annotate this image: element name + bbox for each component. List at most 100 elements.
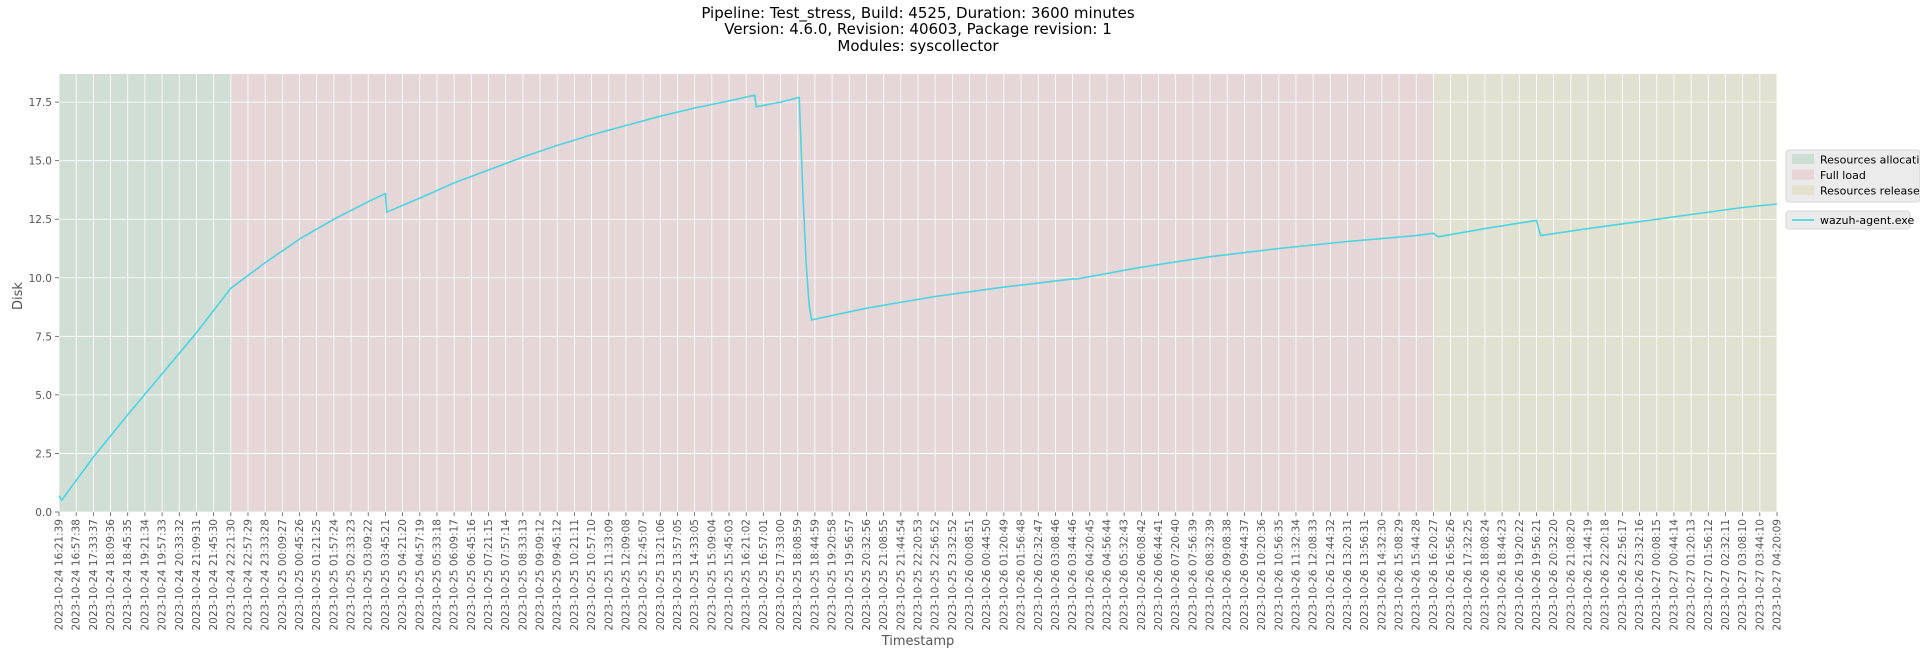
y-axis-label: Disk (11, 282, 26, 310)
x-tick-label: 2023-10-26 04:20:45 (1084, 519, 1096, 631)
x-tick-label: 2023-10-25 01:57:24 (328, 519, 340, 631)
x-tick-label: 2023-10-26 17:32:25 (1462, 519, 1474, 631)
x-tick-label: 2023-10-26 12:08:33 (1308, 519, 1320, 631)
x-axis-label: Timestamp (881, 634, 955, 649)
x-tick-label: 2023-10-26 07:20:40 (1170, 519, 1182, 631)
title-line: Pipeline: Test_stress, Build: 4525, Dura… (701, 4, 1134, 23)
series-line (58, 94, 1778, 502)
x-tick-label: 2023-10-25 22:56:52 (930, 519, 942, 631)
x-tick-label: 2023-10-25 09:45:12 (552, 519, 564, 631)
x-tick-label: 2023-10-26 22:56:17 (1617, 519, 1629, 631)
x-tick-label: 2023-10-24 22:21:30 (225, 519, 237, 631)
x-tick-label: 2023-10-25 18:44:59 (809, 519, 821, 631)
x-tick-label: 2023-10-25 07:21:15 (483, 519, 495, 631)
x-tick-label: 2023-10-25 20:32:56 (861, 519, 873, 631)
x-tick-label: 2023-10-24 22:57:29 (242, 519, 254, 631)
phase-legend-label: Resources allocation (1820, 154, 1920, 167)
x-tick-label: 2023-10-24 19:21:34 (139, 519, 151, 631)
x-tick-label: 2023-10-27 03:08:10 (1737, 519, 1749, 631)
y-tick-label: 5.0 (35, 390, 52, 402)
x-tick-label: 2023-10-26 03:44:46 (1067, 519, 1079, 631)
chart-title: Pipeline: Test_stress, Build: 4525, Dura… (701, 4, 1134, 55)
x-tick-label: 2023-10-26 03:08:46 (1050, 519, 1062, 631)
x-tick-label: 2023-10-25 21:44:54 (895, 519, 907, 631)
x-tick-label: 2023-10-26 01:20:49 (998, 519, 1010, 631)
x-tick-label: 2023-10-24 16:57:38 (71, 519, 83, 631)
x-tick-label: 2023-10-26 15:44:28 (1411, 519, 1423, 631)
x-tick-label: 2023-10-26 00:44:50 (981, 519, 993, 631)
x-tick-label: 2023-10-26 13:56:31 (1359, 519, 1371, 631)
phase-legend-swatch (1792, 169, 1814, 180)
x-tick-label: 2023-10-24 19:57:33 (157, 519, 169, 631)
x-tick-label: 2023-10-25 06:09:17 (449, 519, 461, 631)
x-tick-label: 2023-10-25 17:33:00 (775, 519, 787, 631)
x-tick-label: 2023-10-25 15:45:03 (724, 519, 736, 631)
x-tick-label: 2023-10-26 14:32:30 (1376, 519, 1388, 631)
x-tick-label: 2023-10-24 23:33:28 (260, 519, 272, 631)
x-tick-label: 2023-10-25 18:08:59 (792, 519, 804, 631)
x-tick-label: 2023-10-26 11:32:34 (1290, 519, 1302, 631)
x-tick-label: 2023-10-25 22:20:53 (912, 519, 924, 631)
x-tick-label: 2023-10-27 00:44:14 (1668, 519, 1680, 631)
title-line: Version: 4.6.0, Revision: 40603, Package… (724, 20, 1112, 38)
phase-legend-label: Resources release (1820, 185, 1920, 198)
x-tick-label: 2023-10-26 06:08:42 (1136, 519, 1148, 631)
phase-legend-label: Full load (1820, 169, 1866, 182)
x-tick-label: 2023-10-26 10:20:36 (1256, 519, 1268, 631)
x-tick-label: 2023-10-24 17:33:37 (88, 519, 100, 631)
x-tick-label: 2023-10-26 10:56:35 (1273, 519, 1285, 631)
y-tick-label: 0.0 (35, 507, 52, 519)
x-tick-label: 2023-10-26 21:08:20 (1565, 519, 1577, 631)
x-tick-label: 2023-10-25 21:08:55 (878, 519, 890, 631)
x-tick-label: 2023-10-25 06:45:16 (466, 519, 478, 631)
x-tick-label: 2023-10-25 04:57:19 (414, 519, 426, 631)
x-tick-label: 2023-10-25 19:56:57 (844, 519, 856, 631)
x-tick-label: 2023-10-25 16:21:02 (741, 519, 753, 631)
x-tick-label: 2023-10-25 13:21:06 (655, 519, 667, 631)
y-tick-label: 12.5 (29, 214, 52, 226)
x-tick-label: 2023-10-25 02:33:23 (346, 519, 358, 631)
x-tick-label: 2023-10-26 04:56:44 (1101, 519, 1113, 631)
x-tick-label: 2023-10-26 06:44:41 (1153, 519, 1165, 631)
phase-legend-swatch (1792, 185, 1814, 195)
x-tick-label: 2023-10-26 15:08:29 (1394, 519, 1406, 631)
x-tick-label: 2023-10-24 16:21:39 (54, 519, 66, 631)
x-tick-label: 2023-10-24 21:45:30 (208, 519, 220, 631)
y-tick-label: 7.5 (35, 331, 52, 343)
x-tick-label: 2023-10-26 18:44:23 (1497, 519, 1509, 631)
x-tick-label: 2023-10-26 12:44:32 (1325, 519, 1337, 631)
x-tick-label: 2023-10-25 03:09:22 (363, 519, 375, 631)
x-tick-label: 2023-10-25 23:32:52 (947, 519, 959, 631)
x-tick-label: 2023-10-26 22:20:18 (1600, 519, 1612, 631)
x-tick-label: 2023-10-26 09:08:38 (1222, 519, 1234, 631)
x-tick-label: 2023-10-24 18:45:35 (122, 519, 134, 631)
x-tick-label: 2023-10-26 07:56:39 (1187, 519, 1199, 631)
x-tick-label: 2023-10-26 18:08:24 (1479, 519, 1491, 631)
x-tick-label: 2023-10-25 10:21:11 (569, 519, 581, 631)
x-tick-label: 2023-10-25 13:57:05 (672, 519, 684, 631)
y-tick-label: 15.0 (29, 156, 52, 168)
x-tick-label: 2023-10-25 03:45:21 (380, 519, 392, 631)
plot-area: 2023-10-24 16:21:39 2023-10-24 16:57:38 20… (29, 74, 1784, 631)
x-tick-label: 2023-10-25 00:45:26 (294, 519, 306, 631)
title-line: Modules: syscollector (837, 37, 999, 55)
x-tick-label: 2023-10-26 09:44:37 (1239, 519, 1251, 631)
x-tick-label: 2023-10-25 05:33:18 (431, 519, 443, 631)
y-tick-label: 17.5 (29, 97, 52, 109)
x-tick-label: 2023-10-26 02:32:47 (1033, 519, 1045, 631)
x-tick-label: 2023-10-27 04:20:09 (1772, 519, 1784, 631)
x-tick-label: 2023-10-25 09:09:12 (535, 519, 547, 631)
x-tick-label: 2023-10-26 01:56:48 (1016, 519, 1028, 631)
x-tick-label: 2023-10-26 21:44:19 (1583, 519, 1595, 631)
x-tick-label: 2023-10-25 07:57:14 (500, 519, 512, 631)
y-tick-label: 10.0 (29, 273, 52, 285)
series-legend-label: wazuh-agent.exe (1820, 214, 1914, 227)
x-tick-label: 2023-10-27 02:32:11 (1720, 519, 1732, 631)
x-tick-label: 2023-10-25 10:57:10 (586, 519, 598, 631)
x-tick-label: 2023-10-27 01:56:12 (1703, 519, 1715, 631)
x-tick-label: 2023-10-24 21:09:31 (191, 519, 203, 631)
x-tick-label: 2023-10-26 16:20:27 (1428, 519, 1440, 631)
x-tick-label: 2023-10-26 00:08:51 (964, 519, 976, 631)
x-tick-label: 2023-10-25 16:57:01 (758, 519, 770, 631)
